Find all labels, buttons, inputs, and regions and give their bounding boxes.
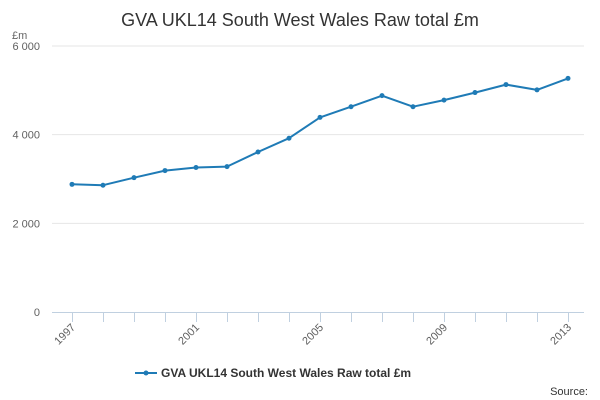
y-tick-label: 4 000	[12, 130, 40, 142]
x-tick-label: 2009	[424, 322, 450, 348]
data-point[interactable]	[379, 93, 385, 99]
legend-marker-icon	[143, 370, 149, 376]
data-point[interactable]	[162, 168, 168, 174]
y-axis-ticks: 0 2 000 4 000 6 000	[12, 41, 40, 319]
data-point[interactable]	[131, 175, 137, 181]
source-label: Source:	[550, 386, 588, 398]
data-point[interactable]	[100, 182, 106, 188]
x-tick-label: 2013	[548, 322, 574, 348]
legend-label: GVA UKL14 South West Wales Raw total £m	[161, 366, 411, 380]
series-line	[71, 77, 569, 187]
chart-title: GVA UKL14 South West Wales Raw total £m	[121, 10, 479, 30]
data-point[interactable]	[534, 87, 540, 93]
x-tick-label: 1997	[52, 322, 78, 348]
data-point[interactable]	[224, 164, 230, 170]
data-point[interactable]	[441, 97, 447, 103]
x-axis: 1997 2001 2005 2009 2013	[52, 312, 584, 347]
grid-lines	[52, 45, 584, 224]
x-tick-label: 2001	[176, 322, 202, 348]
data-point[interactable]	[503, 82, 509, 88]
data-point[interactable]	[348, 104, 354, 110]
y-axis-unit-label: £m	[12, 30, 27, 42]
legend[interactable]: GVA UKL14 South West Wales Raw total £m	[135, 366, 411, 380]
data-point[interactable]	[69, 181, 75, 187]
data-point[interactable]	[472, 90, 478, 96]
data-point[interactable]	[565, 75, 571, 81]
x-tick-label: 2005	[300, 322, 326, 348]
series-layer	[69, 75, 571, 188]
data-point[interactable]	[193, 164, 199, 170]
data-point[interactable]	[255, 149, 261, 155]
data-point[interactable]	[286, 135, 292, 141]
data-point[interactable]	[317, 114, 323, 120]
data-point[interactable]	[410, 104, 416, 110]
y-tick-label: 0	[34, 307, 40, 319]
y-tick-label: 6 000	[12, 41, 40, 53]
y-tick-label: 2 000	[12, 218, 40, 230]
